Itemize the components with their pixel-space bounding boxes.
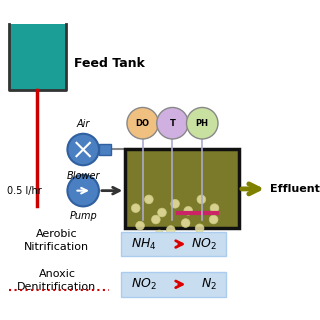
Text: PH: PH	[196, 119, 209, 128]
Bar	[9, 24, 66, 90]
Circle shape	[197, 195, 206, 204]
Bar	[99, 144, 111, 155]
Circle shape	[187, 233, 195, 241]
Text: $\mathit{NH_4}$: $\mathit{NH_4}$	[131, 236, 157, 252]
Circle shape	[144, 195, 153, 204]
Circle shape	[210, 204, 219, 212]
Text: $\mathit{NO_2}$: $\mathit{NO_2}$	[191, 236, 217, 252]
Circle shape	[155, 230, 164, 239]
Text: DO: DO	[136, 119, 150, 128]
Circle shape	[131, 204, 140, 212]
Circle shape	[140, 235, 149, 243]
Circle shape	[181, 219, 190, 228]
Text: Pump: Pump	[69, 211, 97, 221]
Bar	[125, 149, 239, 228]
Circle shape	[171, 239, 180, 248]
Circle shape	[184, 206, 193, 215]
Circle shape	[157, 208, 166, 217]
Text: $\mathit{NO_2}$: $\mathit{NO_2}$	[131, 277, 157, 292]
Text: 0.5 l/hr: 0.5 l/hr	[7, 186, 42, 196]
Text: Aerobic
Nitrification: Aerobic Nitrification	[24, 229, 90, 252]
Circle shape	[68, 175, 99, 206]
Text: T: T	[170, 119, 175, 128]
Circle shape	[68, 134, 99, 165]
Circle shape	[157, 108, 188, 139]
Circle shape	[171, 199, 180, 208]
Text: Feed Tank: Feed Tank	[75, 57, 145, 70]
Circle shape	[136, 221, 144, 230]
Bar	[121, 272, 226, 297]
Text: Effluent: Effluent	[270, 184, 320, 194]
Circle shape	[127, 108, 158, 139]
Circle shape	[187, 108, 218, 139]
Circle shape	[209, 215, 218, 224]
Bar	[121, 232, 226, 256]
Circle shape	[151, 215, 160, 224]
Circle shape	[202, 236, 211, 245]
Text: Air: Air	[76, 119, 90, 129]
Circle shape	[166, 226, 175, 235]
Circle shape	[195, 224, 204, 233]
Text: Anoxic
Denitrification: Anoxic Denitrification	[17, 269, 97, 292]
Text: $\mathit{N_2}$: $\mathit{N_2}$	[201, 277, 217, 292]
Text: Blower: Blower	[67, 171, 100, 180]
